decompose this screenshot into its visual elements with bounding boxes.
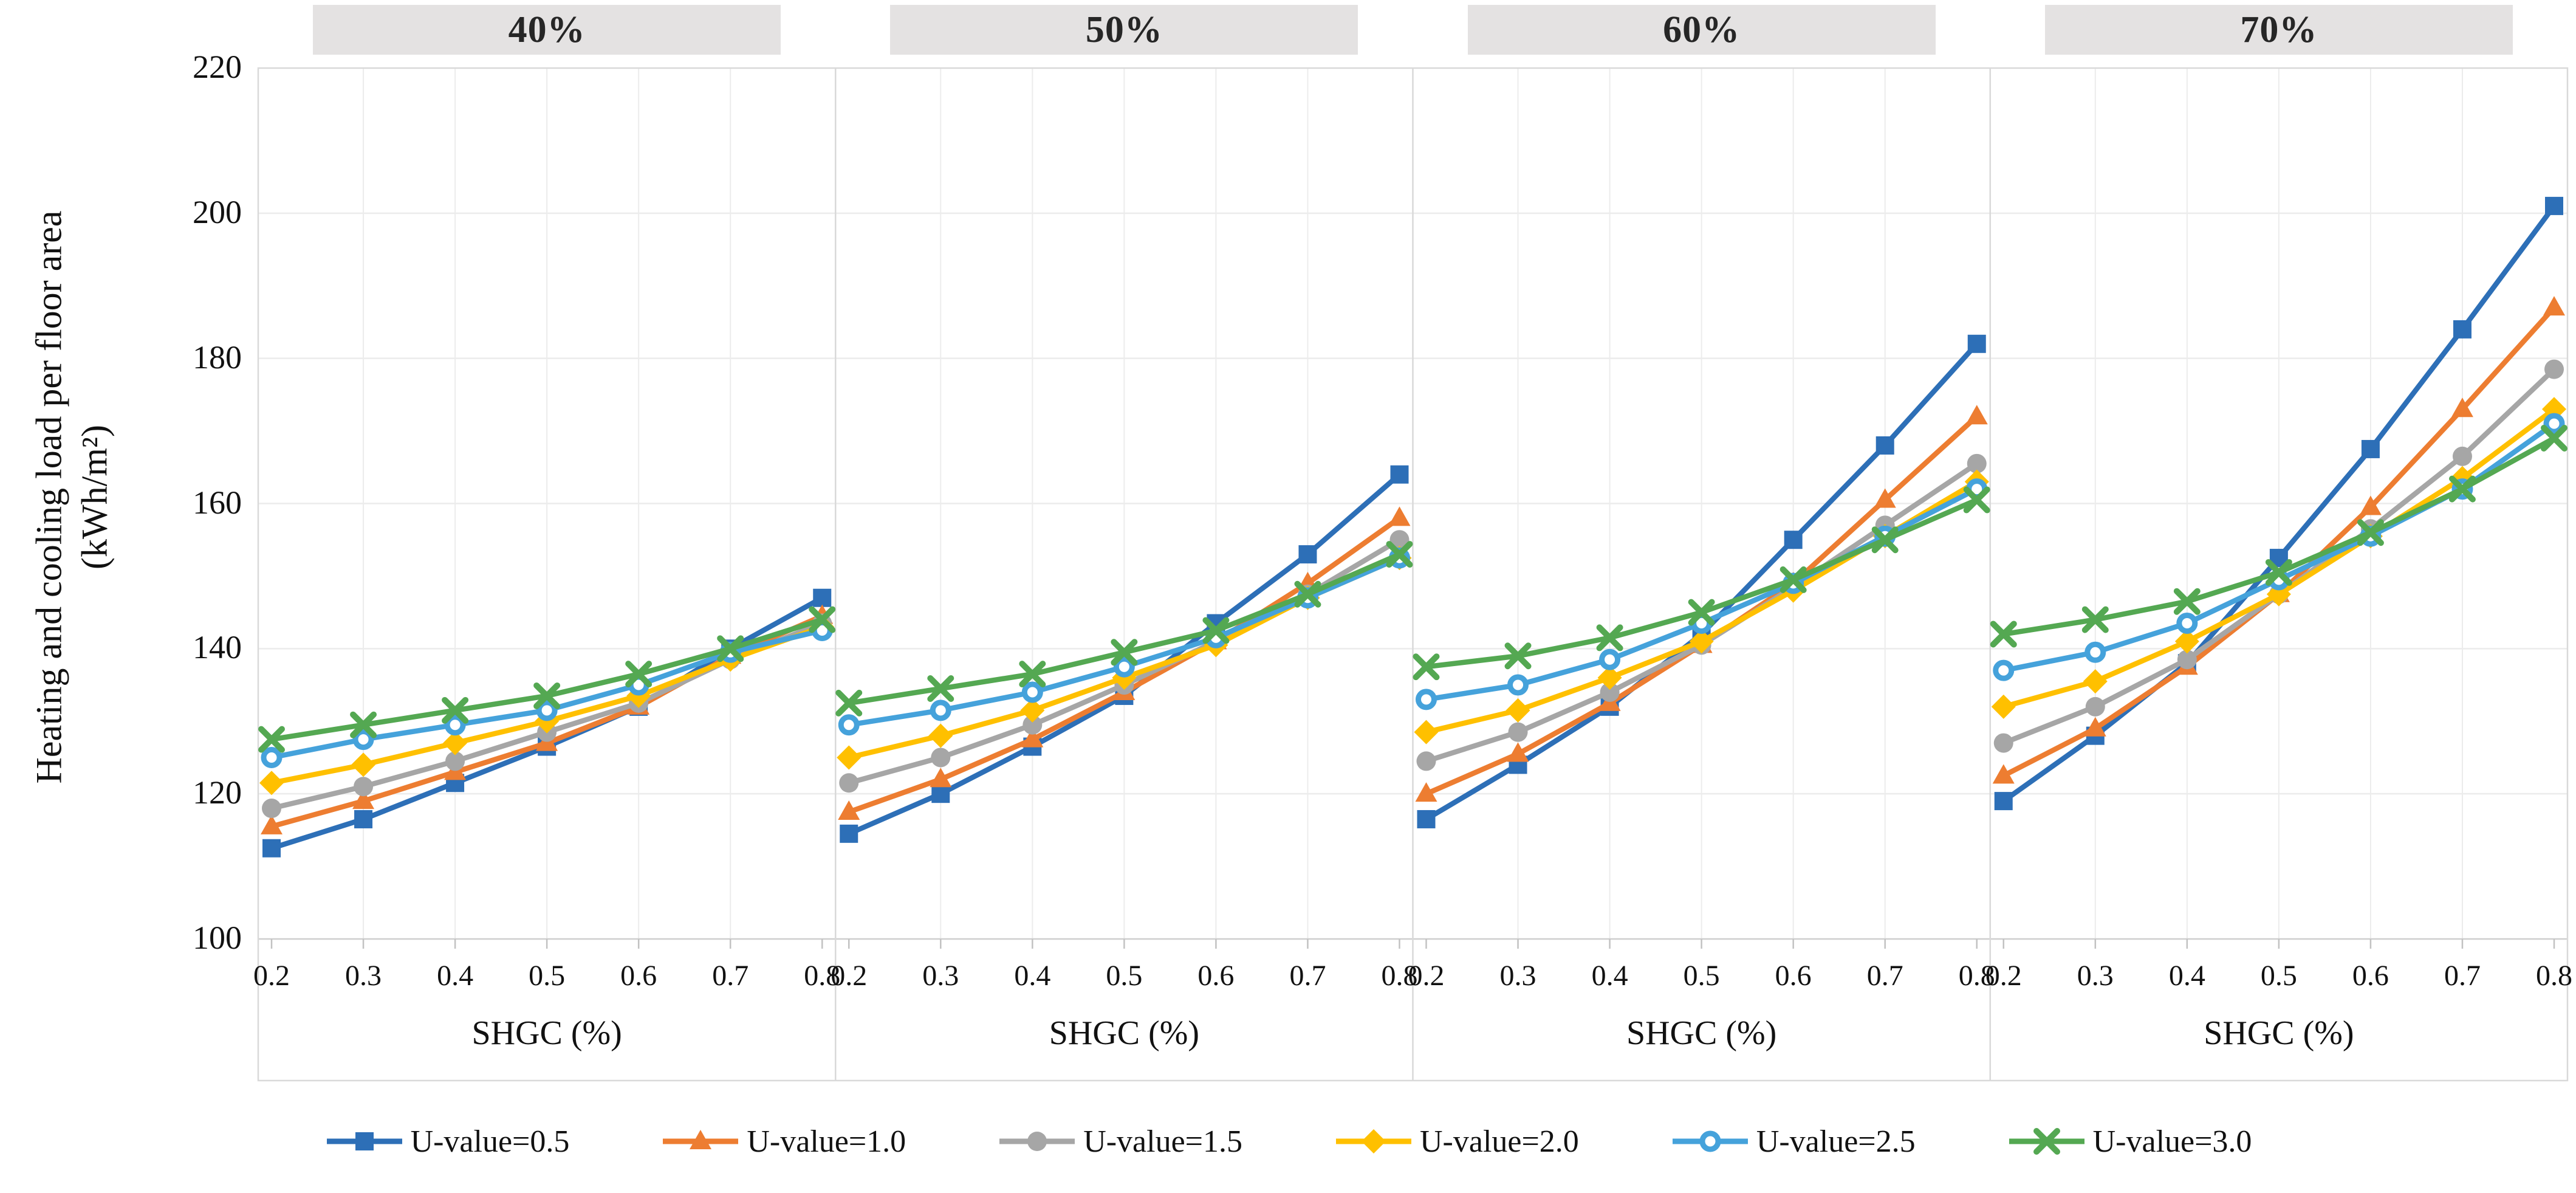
panel-header-50: 50% xyxy=(890,5,1358,55)
legend-label: U-value=2.0 xyxy=(1420,1124,1579,1159)
panel-header-40: 40% xyxy=(313,5,781,55)
x-tick-label: 0.2 xyxy=(1408,960,1445,992)
x-axis-title-panel3: SHGC (%) xyxy=(1626,1014,1777,1052)
y-tick-label: 100 xyxy=(193,920,242,956)
legend-item-u20: U-value=2.0 xyxy=(1334,1123,1579,1160)
x-tick-label: 0.3 xyxy=(922,960,959,992)
x-tick-label: 0.5 xyxy=(2260,960,2297,992)
x-axis-title-panel2: SHGC (%) xyxy=(1049,1014,1200,1052)
x-tick-label: 0.7 xyxy=(1866,960,1903,992)
x-tick-label: 0.8 xyxy=(1958,960,1995,992)
legend-label: U-value=1.0 xyxy=(747,1124,906,1159)
legend-item-u30: U-value=3.0 xyxy=(2007,1123,2252,1160)
x-tick-label: 0.8 xyxy=(2536,960,2572,992)
legend-item-u25: U-value=2.5 xyxy=(1670,1123,1916,1160)
x-tick-label: 0.4 xyxy=(1591,960,1628,992)
x-tick-label: 0.2 xyxy=(1985,960,2022,992)
legend-label: U-value=3.0 xyxy=(2092,1124,2252,1159)
legend: U-value=0.5 U-value=1.0 U-value=1.5 U-va… xyxy=(0,1123,2576,1160)
y-tick-label: 180 xyxy=(193,339,242,376)
y-tick-label: 200 xyxy=(193,193,242,230)
legend-marker-circle-icon xyxy=(999,1132,1075,1151)
series-U-value=3.0 xyxy=(1990,425,2567,648)
legend-label: U-value=0.5 xyxy=(410,1124,570,1159)
legend-item-u10: U-value=1.0 xyxy=(660,1123,906,1160)
x-tick-label: 0.5 xyxy=(529,960,566,992)
x-tick-label: 0.5 xyxy=(1106,960,1143,992)
x-tick-label: 0.4 xyxy=(1014,960,1051,992)
x-tick-label: 0.3 xyxy=(2077,960,2114,992)
series-U-value=3.0 xyxy=(1413,486,1990,681)
x-tick-label: 0.6 xyxy=(620,960,657,992)
legend-label: U-value=1.5 xyxy=(1083,1124,1242,1159)
x-tick-label: 0.3 xyxy=(1499,960,1536,992)
legend-marker-square-icon xyxy=(326,1132,402,1150)
x-tick-label: 0.8 xyxy=(1381,960,1418,992)
x-tick-label: 0.7 xyxy=(2444,960,2481,992)
panel-header-70: 70% xyxy=(2044,5,2513,55)
y-tick-label: 160 xyxy=(193,484,242,521)
x-tick-label: 0.6 xyxy=(1197,960,1235,992)
legend-marker-triangle-icon xyxy=(663,1130,739,1149)
legend-item-u05: U-value=0.5 xyxy=(324,1123,570,1160)
x-tick-label: 0.2 xyxy=(831,960,868,992)
series-U-value=3.0 xyxy=(258,606,836,753)
x-tick-label: 0.8 xyxy=(804,960,841,992)
x-tick-label: 0.3 xyxy=(345,960,382,992)
panel-header-60: 60% xyxy=(1467,5,1936,55)
x-tick-label: 0.4 xyxy=(437,960,474,992)
legend-item-u15: U-value=1.5 xyxy=(997,1123,1242,1160)
y-tick-label: 220 xyxy=(193,49,242,85)
y-tick-label: 140 xyxy=(193,629,242,666)
x-tick-label: 0.5 xyxy=(1683,960,1720,992)
legend-marker-open-circle-icon xyxy=(1672,1130,1748,1152)
legend-marker-x-icon xyxy=(2009,1128,2084,1155)
x-tick-label: 0.7 xyxy=(712,960,749,992)
x-tick-label: 0.2 xyxy=(253,960,290,992)
x-tick-label: 0.6 xyxy=(1775,960,1812,992)
x-axis-title-panel4: SHGC (%) xyxy=(2204,1014,2354,1052)
x-tick-label: 0.4 xyxy=(2168,960,2205,992)
x-axis-title-panel1: SHGC (%) xyxy=(471,1014,622,1052)
x-tick-label: 0.6 xyxy=(2352,960,2389,992)
legend-marker-diamond-icon xyxy=(1336,1129,1411,1153)
legend-label: U-value=2.5 xyxy=(1756,1124,1916,1159)
series-U-value=3.0 xyxy=(835,541,1413,717)
x-tick-label: 0.7 xyxy=(1289,960,1326,992)
y-tick-label: 120 xyxy=(193,774,242,811)
